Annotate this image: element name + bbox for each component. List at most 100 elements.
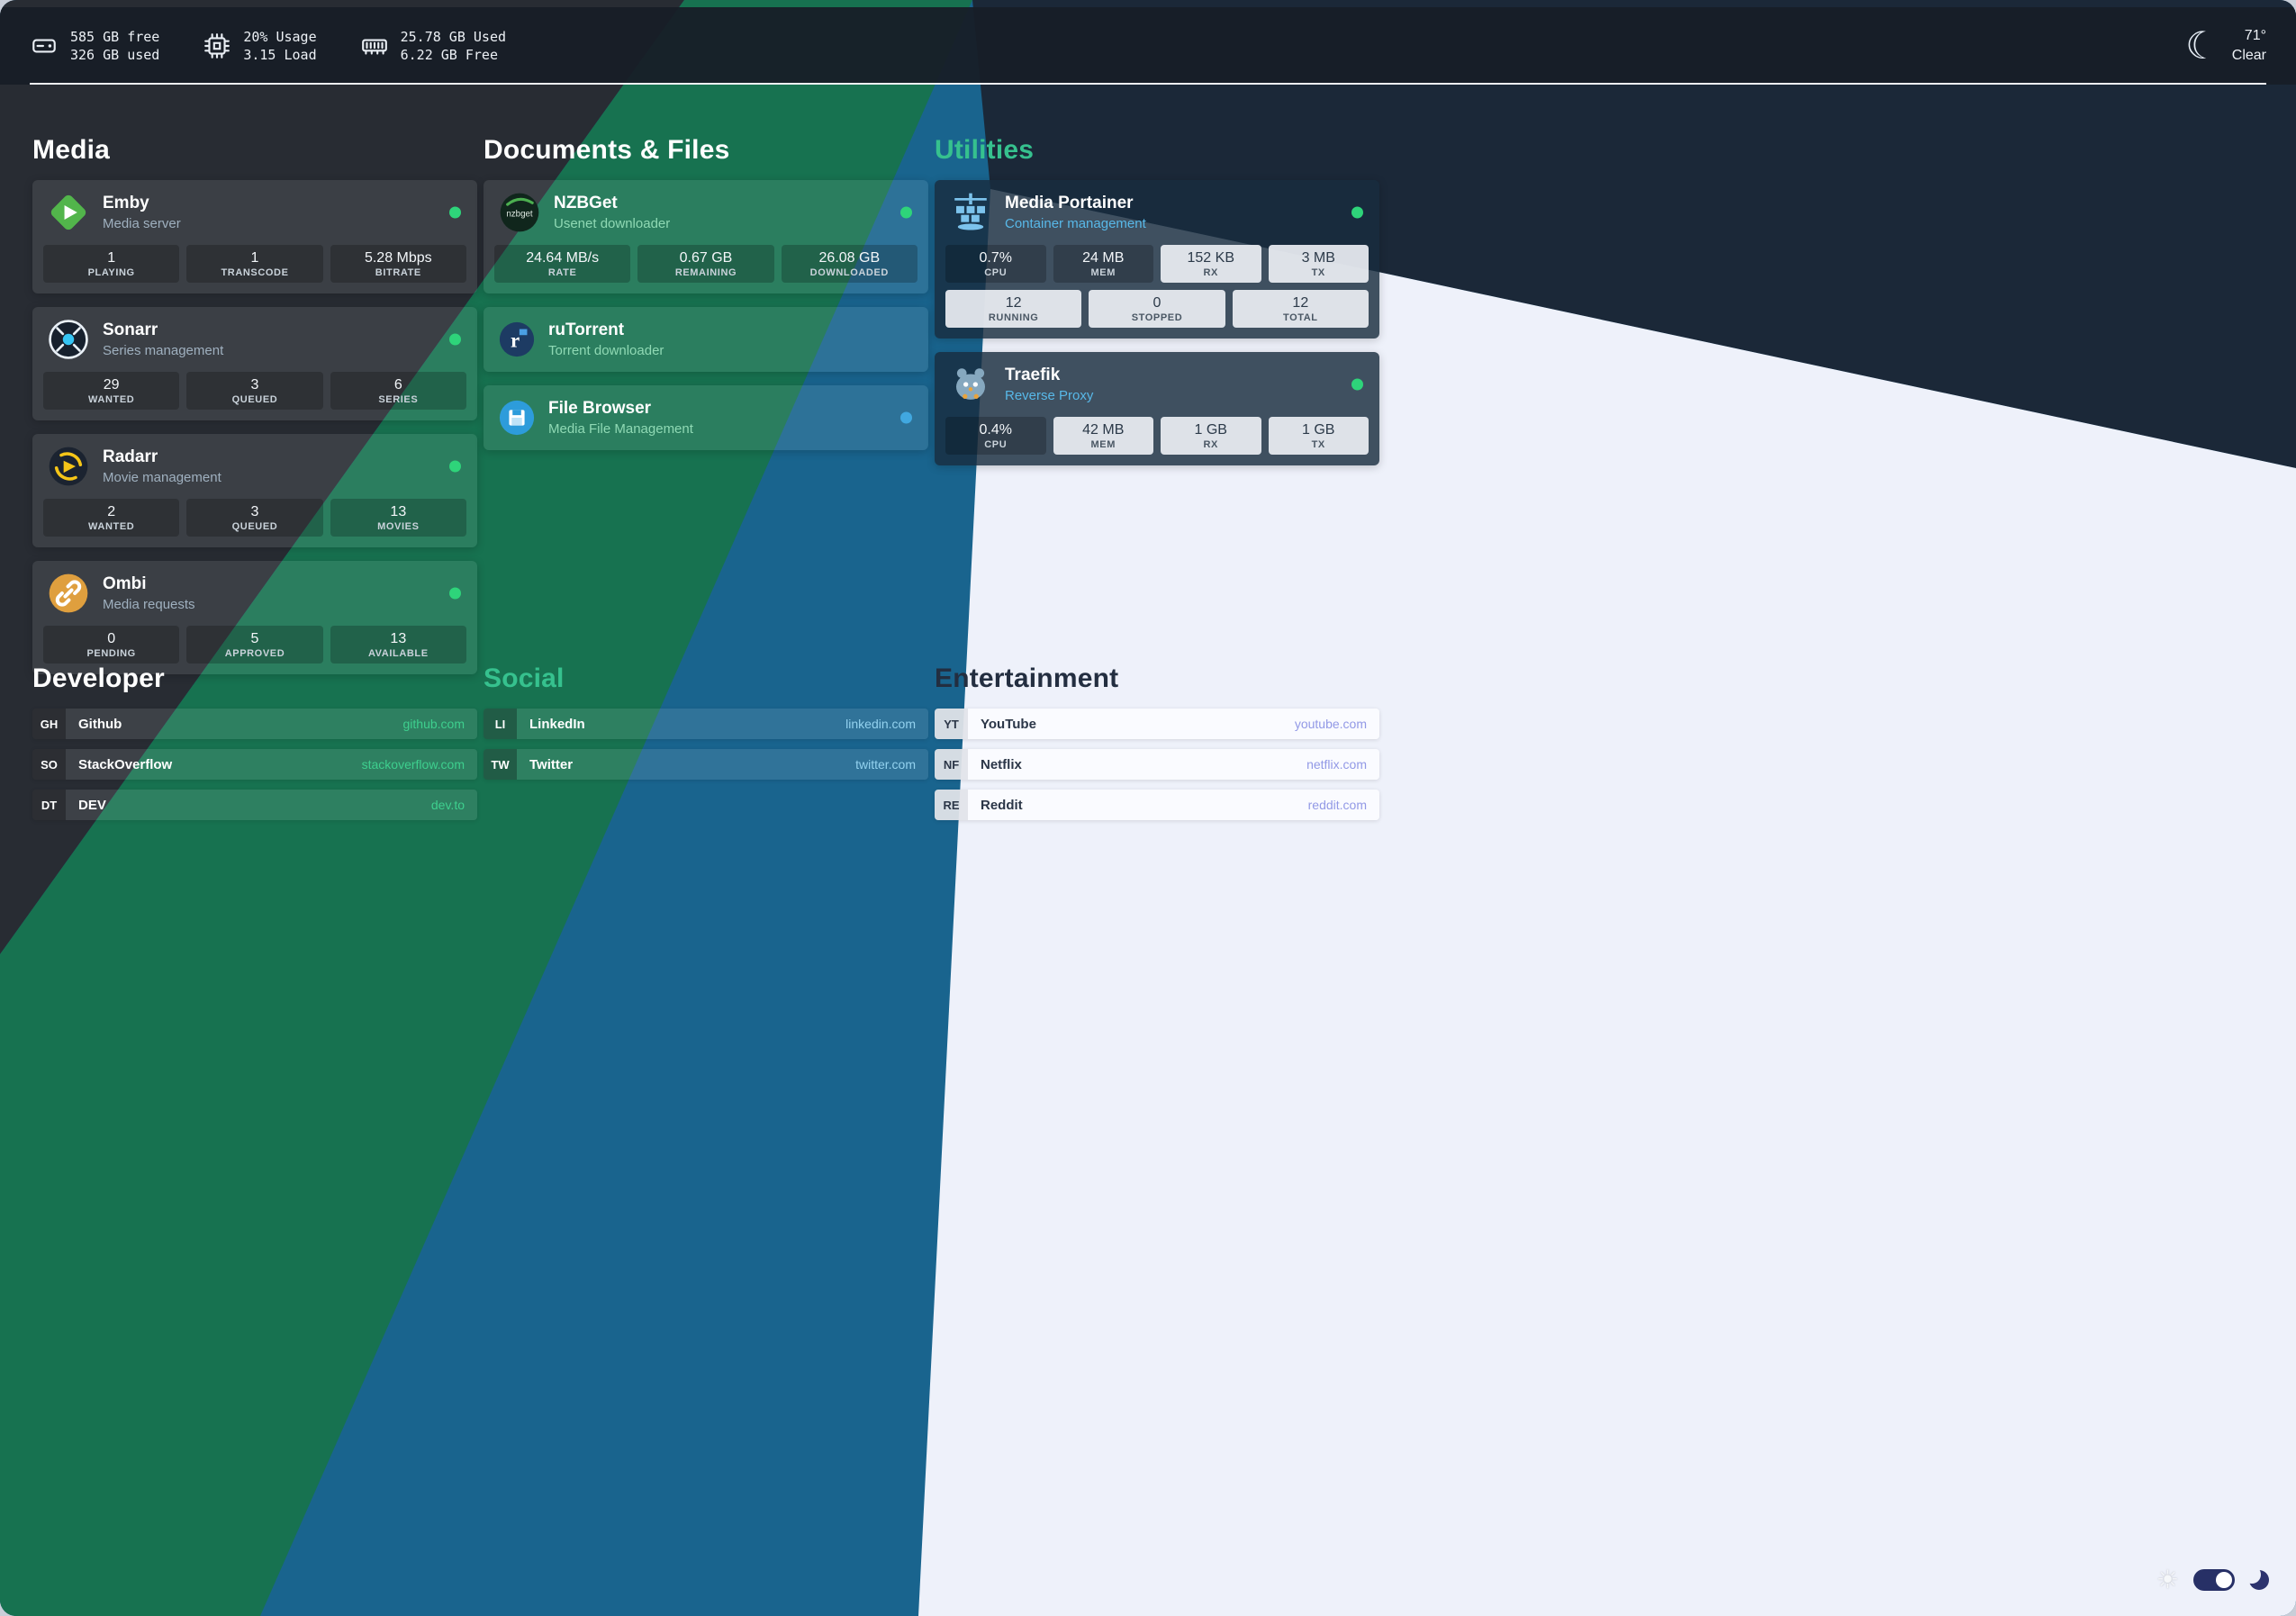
stat-cell: 1 PLAYING (43, 245, 180, 283)
service-name: NZBGet (554, 194, 618, 213)
ram-free: 6.22 GB Free (400, 47, 498, 63)
section-title: Media (32, 135, 111, 165)
service-card-nzbget[interactable]: nzbget NZBGet Usenet downloader 24.64 MB… (484, 180, 928, 293)
service-card-sonarr[interactable]: Sonarr Series management 29 WANTED 3 QUEUE… (32, 307, 477, 420)
service-subtitle: Media server (103, 215, 181, 231)
stat-cell: 26.08 GB DOWNLOADED (781, 245, 917, 283)
link-badge: SO (32, 749, 66, 780)
stat-cell: 0.4% CPU (945, 417, 1046, 455)
link-name: LinkedIn (529, 716, 585, 732)
stat-cell: 3 MB TX (1268, 245, 1369, 283)
stat-cell: 2 WANTED (43, 499, 180, 537)
system-status-bar: 585 GB free 326 GB used 20% Usage 3.15 Loa… (0, 7, 2296, 85)
service-subtitle: Movie management (103, 469, 221, 485)
service-name: Radarr (103, 447, 158, 467)
stat-cell: 0 STOPPED (1089, 290, 1225, 328)
ram-used: 25.78 GB Used (400, 28, 507, 45)
service-subtitle: Container management (1005, 215, 1146, 231)
ram-icon (360, 32, 389, 60)
portainer-icon (949, 191, 992, 234)
section-entertainment: Entertainment YT YouTube youtube.com NF … (935, 664, 1379, 830)
service-card-emby[interactable]: Emby Media server 1 PLAYING 1 TRANSCODE 5.… (32, 180, 477, 293)
service-subtitle: Reverse Proxy (1005, 387, 1094, 403)
stat-cell: 5.28 Mbps BITRATE (330, 245, 466, 283)
link-badge: RE (935, 790, 968, 820)
status-dot (900, 411, 912, 424)
link-url: github.com (402, 717, 465, 731)
link-name: Github (78, 716, 122, 732)
link-name: Netflix (981, 756, 1022, 772)
link-youtube[interactable]: YT YouTube youtube.com (935, 709, 1379, 739)
stat-cell: 13 MOVIES (330, 499, 466, 537)
stat-cell: 0 PENDING (43, 626, 180, 664)
stat-cell: 29 WANTED (43, 372, 180, 410)
service-subtitle: Media File Management (548, 420, 693, 437)
service-name: Sonarr (103, 320, 158, 340)
disk-used: 326 GB used (70, 47, 160, 63)
ombi-icon (47, 572, 90, 615)
nzbget-icon: nzbget (498, 191, 541, 234)
theme-controls: ☀ (2156, 1566, 2269, 1593)
section-social: Social LI LinkedIn linkedin.com TW Twitt… (484, 664, 928, 830)
status-dot (449, 460, 461, 473)
link-url: reddit.com (1307, 798, 1367, 812)
dark-mode-moon-icon[interactable] (2243, 1566, 2269, 1590)
svg-text:nzbget: nzbget (506, 209, 533, 219)
stat-cell: 1 GB RX (1161, 417, 1261, 455)
section-documents: Documents & Files nzbget NZBGet Usenet d… (484, 135, 928, 664)
link-badge: YT (935, 709, 968, 739)
disk-status: 585 GB free 326 GB used (30, 28, 159, 65)
service-card-filebrowser[interactable]: File Browser Media File Management (484, 385, 928, 450)
service-card-traefik[interactable]: Traefik Reverse Proxy 0.4% CPU 42 MB MEM 1… (935, 352, 1379, 465)
link-dev[interactable]: DT DEV dev.to (32, 790, 477, 820)
service-name: Emby (103, 194, 149, 213)
light-mode-sun-icon[interactable]: ☀ (2156, 1566, 2179, 1593)
stat-cell: 42 MB MEM (1053, 417, 1153, 455)
link-reddit[interactable]: RE Reddit reddit.com (935, 790, 1379, 820)
weather-widget: ☾ 71° Clear (2185, 26, 2266, 65)
stat-cell: 0.67 GB REMAINING (637, 245, 774, 283)
ram-status: 25.78 GB Used 6.22 GB Free (360, 28, 506, 65)
theme-toggle-switch[interactable] (2193, 1569, 2235, 1591)
status-dot (1351, 378, 1363, 391)
link-url: stackoverflow.com (361, 757, 465, 772)
cpu-load: 3.15 Load (243, 47, 317, 63)
service-card-portainer[interactable]: Media Portainer Container management 0.7… (935, 180, 1379, 339)
link-url: linkedin.com (845, 717, 916, 731)
stat-cell: 24 MB MEM (1053, 245, 1153, 283)
stat-cell: 13 AVAILABLE (330, 626, 466, 664)
service-name: File Browser (548, 399, 652, 419)
service-card-rutorrent[interactable]: r ruTorrent Torrent downloader (484, 307, 928, 372)
sonarr-icon (47, 318, 90, 361)
section-title: Social (484, 664, 565, 693)
stat-cell: 152 KB RX (1161, 245, 1261, 283)
status-dot (449, 587, 461, 600)
weather-temp: 71° (2244, 28, 2266, 44)
link-netflix[interactable]: NF Netflix netflix.com (935, 749, 1379, 780)
emby-icon (47, 191, 90, 234)
rutorrent-icon: r (498, 320, 536, 358)
link-url: youtube.com (1294, 717, 1367, 731)
link-name: YouTube (981, 716, 1036, 732)
service-name: ruTorrent (548, 320, 625, 340)
cpu-status: 20% Usage 3.15 Load (203, 28, 317, 65)
section-utilities: Utilities Media Portainer Container mana… (935, 135, 1379, 664)
link-linkedin[interactable]: LI LinkedIn linkedin.com (484, 709, 928, 739)
service-card-radarr[interactable]: Radarr Movie management 2 WANTED 3 QUEUED … (32, 434, 477, 547)
dashboard-content: Media Emby Media server 1 PLAYING 1 TRANSC… (32, 135, 1379, 830)
link-badge: NF (935, 749, 968, 780)
section-title: Utilities (935, 135, 1035, 165)
service-subtitle: Usenet downloader (554, 215, 671, 231)
status-dot (449, 206, 461, 219)
link-stackoverflow[interactable]: SO StackOverflow stackoverflow.com (32, 749, 477, 780)
link-twitter[interactable]: TW Twitter twitter.com (484, 749, 928, 780)
link-github[interactable]: GH Github github.com (32, 709, 477, 739)
radarr-icon (47, 445, 90, 488)
service-card-ombi[interactable]: Ombi Media requests 0 PENDING 5 APPROVED 1… (32, 561, 477, 674)
service-name: Media Portainer (1005, 194, 1134, 213)
section-media: Media Emby Media server 1 PLAYING 1 TRANSC… (32, 135, 477, 674)
section-title: Documents & Files (484, 135, 730, 165)
link-name: StackOverflow (78, 756, 173, 772)
service-name: Ombi (103, 574, 147, 594)
cpu-usage: 20% Usage (243, 28, 317, 45)
